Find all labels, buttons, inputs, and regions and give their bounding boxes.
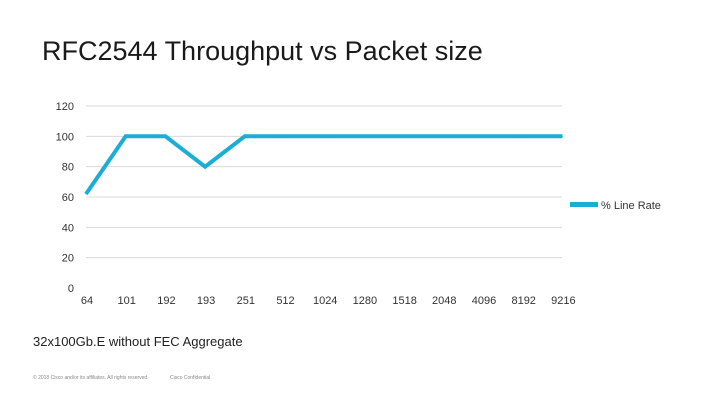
- series-line: [84, 134, 563, 196]
- data-point: [85, 193, 87, 195]
- legend-label: % Line Rate: [601, 200, 661, 212]
- data-point: [164, 135, 166, 137]
- y-tick-label: 80: [62, 162, 74, 174]
- data-point: [204, 166, 206, 168]
- data-point: [482, 135, 484, 137]
- x-tick-label: 192: [157, 295, 175, 307]
- chart-caption: 32x100Gb.E without FEC Aggregate: [33, 334, 243, 349]
- x-tick-label: 8192: [511, 295, 535, 307]
- slide-title: RFC2544 Throughput vs Packet size: [42, 36, 483, 66]
- x-tick-label: 9216: [551, 295, 575, 307]
- x-tick-label: 4096: [472, 295, 496, 307]
- x-tick-label: 1280: [353, 295, 377, 307]
- footer-confidential: Cisco Confidential: [169, 375, 211, 381]
- x-tick-label: 2048: [432, 295, 456, 307]
- y-tick-label: 0: [68, 283, 74, 295]
- data-point: [244, 135, 246, 137]
- y-tick-label: 20: [62, 253, 74, 265]
- y-axis-ticks: 0 20 40 60 80 100 120: [56, 101, 74, 295]
- x-tick-label: 1024: [313, 295, 337, 307]
- series-layer: [84, 134, 563, 196]
- x-tick-label: 64: [81, 295, 93, 307]
- x-tick-label: 512: [276, 295, 294, 307]
- y-tick-label: 100: [56, 131, 74, 143]
- x-tick-label: 1518: [392, 295, 416, 307]
- data-point: [363, 135, 365, 137]
- footer: © 2018 Cisco and/or its affiliates. All …: [33, 375, 230, 381]
- footer-copyright: © 2018 Cisco and/or its affiliates. All …: [33, 375, 149, 381]
- legend-swatch: [570, 202, 598, 207]
- x-tick-label: 193: [197, 295, 215, 307]
- y-tick-label: 120: [56, 101, 74, 113]
- data-point: [125, 135, 127, 137]
- data-point: [323, 135, 325, 137]
- legend: % Line Rate: [570, 200, 661, 212]
- x-tick-label: 251: [237, 295, 255, 307]
- data-point: [284, 135, 285, 137]
- x-axis-ticks: 64 101 192 193 251 512 1024 1280 1518 2048 4096 819…: [81, 295, 576, 307]
- data-point: [442, 135, 444, 137]
- x-tick-label: 101: [118, 295, 136, 307]
- data-point: [561, 135, 563, 137]
- y-tick-label: 60: [62, 192, 74, 204]
- gridlines: [86, 105, 562, 259]
- y-tick-label: 40: [62, 222, 74, 234]
- data-point: [403, 135, 405, 137]
- data-point: [522, 135, 524, 137]
